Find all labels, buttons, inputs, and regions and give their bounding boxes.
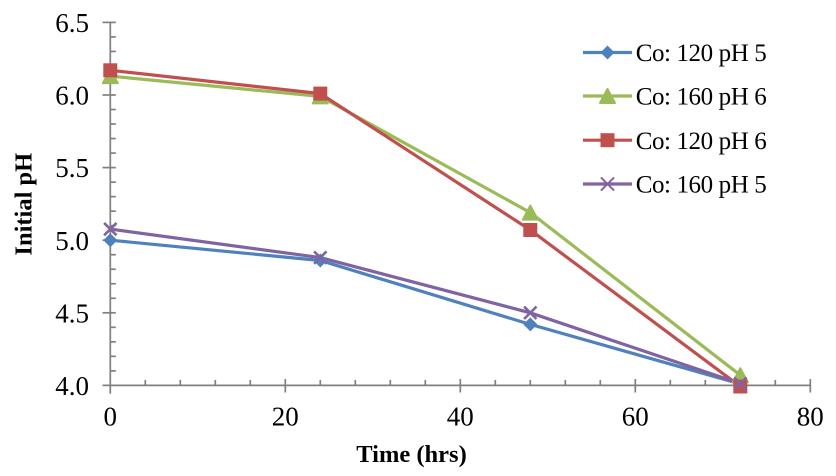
svg-text:Initial pH: Initial pH (11, 153, 38, 256)
svg-text:4.5: 4.5 (55, 298, 89, 328)
svg-text:40: 40 (447, 401, 474, 431)
svg-text:5.5: 5.5 (55, 153, 89, 183)
svg-text:Time (hrs): Time (hrs) (356, 441, 466, 468)
svg-text:Co: 120 pH 5: Co: 120 pH 5 (636, 40, 767, 67)
svg-text:Co: 160 pH 6: Co: 160 pH 6 (636, 84, 767, 111)
svg-text:6.0: 6.0 (55, 81, 89, 111)
svg-text:4.0: 4.0 (55, 371, 89, 401)
svg-text:0: 0 (104, 401, 118, 431)
svg-text:Co: 160 pH 5: Co: 160 pH 5 (636, 172, 767, 199)
svg-text:5.0: 5.0 (55, 226, 89, 256)
svg-text:60: 60 (622, 401, 649, 431)
svg-text:20: 20 (272, 401, 299, 431)
svg-text:Co: 120 pH 6: Co: 120 pH 6 (636, 128, 767, 155)
svg-text:6.5: 6.5 (55, 8, 89, 38)
svg-text:80: 80 (797, 401, 824, 431)
